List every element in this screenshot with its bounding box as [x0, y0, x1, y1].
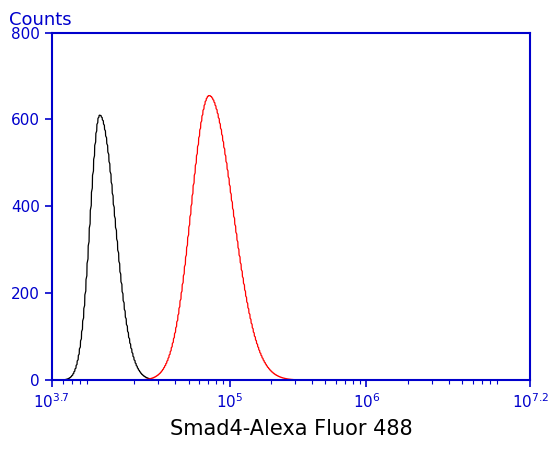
X-axis label: Smad4-Alexa Fluor 488: Smad4-Alexa Fluor 488 [170, 419, 413, 439]
Text: Counts: Counts [9, 11, 72, 29]
